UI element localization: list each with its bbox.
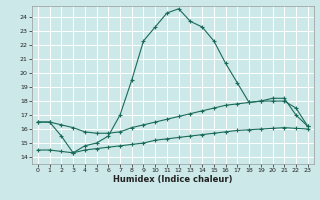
X-axis label: Humidex (Indice chaleur): Humidex (Indice chaleur) bbox=[113, 175, 233, 184]
